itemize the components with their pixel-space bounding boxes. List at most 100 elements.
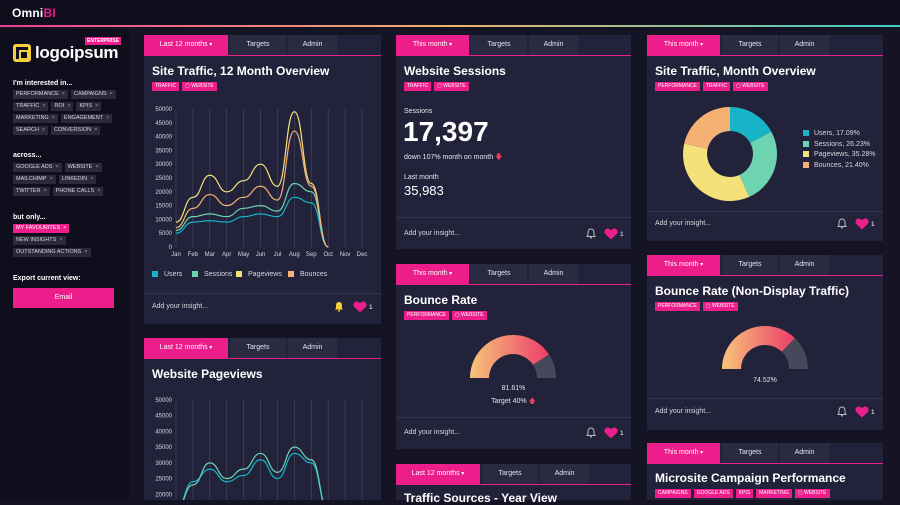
insight-input[interactable]: Add your insight... — [152, 303, 209, 310]
tab-targets[interactable]: Targets — [722, 35, 778, 55]
remove-chip-icon[interactable]: × — [90, 176, 94, 182]
remove-chip-icon[interactable]: × — [67, 103, 71, 109]
tag[interactable]: ▢ WEBSITE — [182, 82, 217, 91]
remove-chip-icon[interactable]: × — [59, 237, 63, 243]
tab-targets[interactable]: Targets — [482, 464, 538, 484]
filter-chip[interactable]: CONVERSION × — [51, 126, 101, 135]
filter-chip[interactable]: WEBSITE × — [64, 163, 102, 172]
legend-item[interactable]: Pageviews, 35.28% — [803, 151, 875, 158]
filter-chip[interactable]: MARKETING × — [13, 114, 58, 123]
remove-chip-icon[interactable]: × — [109, 91, 113, 97]
tab-targets[interactable]: Targets — [471, 35, 527, 55]
heart-icon[interactable] — [604, 228, 618, 240]
tab-admin[interactable]: Admin — [780, 35, 829, 55]
tab-period[interactable]: This month — [396, 35, 469, 55]
heart-icon[interactable] — [855, 406, 869, 418]
filter-chip[interactable]: NEW INSIGHTS × — [13, 236, 66, 245]
filter-chip[interactable]: MAILCHIMP × — [13, 175, 56, 184]
insight-input[interactable]: Add your insight... — [404, 230, 461, 237]
bell-icon[interactable] — [586, 427, 596, 438]
legend-item[interactable]: Users, 17.09% — [803, 130, 860, 137]
filter-chip[interactable]: MY FAVOURITES × — [13, 224, 70, 233]
tab-targets[interactable]: Targets — [722, 255, 778, 275]
filter-chip[interactable]: GOOGLE ADS × — [13, 163, 62, 172]
remove-chip-icon[interactable]: × — [95, 103, 99, 109]
tab-admin[interactable]: Admin — [529, 264, 578, 284]
email-button[interactable]: Email — [13, 288, 114, 308]
tab-period[interactable]: This month — [396, 264, 469, 284]
tab-admin[interactable]: Admin — [288, 35, 337, 55]
tab-period[interactable]: This month — [647, 35, 720, 55]
tag[interactable]: CAMPAIGNS — [655, 489, 691, 498]
filter-chip[interactable]: ROI × — [51, 102, 74, 111]
remove-chip-icon[interactable]: × — [41, 127, 46, 133]
tab-period[interactable]: Last 12 months — [144, 35, 228, 55]
remove-chip-icon[interactable]: × — [49, 176, 53, 182]
tab-admin[interactable]: Admin — [288, 338, 337, 358]
tag[interactable]: ▢ WEBSITE — [794, 489, 830, 498]
tab-targets[interactable]: Targets — [722, 443, 778, 463]
tag[interactable]: TRAFFIC — [404, 82, 432, 91]
tab-period[interactable]: Last 12 months — [144, 338, 228, 358]
legend-item[interactable]: Users — [152, 271, 182, 278]
filter-chip[interactable]: PERFORMANCE × — [13, 90, 68, 99]
tab-targets[interactable]: Targets — [230, 35, 286, 55]
remove-chip-icon[interactable]: × — [97, 188, 101, 194]
remove-chip-icon[interactable]: × — [63, 225, 67, 231]
tag[interactable]: ▢ WEBSITE — [434, 82, 469, 91]
heart-icon[interactable] — [855, 218, 869, 230]
tab-period[interactable]: Last 12 months — [396, 464, 480, 484]
tab-targets[interactable]: Targets — [471, 264, 527, 284]
remove-chip-icon[interactable]: × — [51, 115, 55, 121]
remove-chip-icon[interactable]: × — [106, 115, 110, 121]
filter-chip[interactable]: PHONE CALLS × — [52, 187, 104, 196]
tab-period[interactable]: This month — [647, 443, 720, 463]
tab-admin[interactable]: Admin — [529, 35, 578, 55]
remove-chip-icon[interactable]: × — [95, 164, 99, 170]
tag[interactable]: PERFORMANCE — [655, 302, 700, 311]
heart-icon[interactable] — [604, 427, 618, 439]
filter-chip[interactable]: TWITTER × — [13, 187, 50, 196]
remove-chip-icon[interactable]: × — [94, 127, 98, 133]
insight-input[interactable]: Add your insight... — [404, 429, 461, 436]
remove-chip-icon[interactable]: × — [55, 164, 59, 170]
filter-chip[interactable]: LINKEDIN × — [58, 175, 97, 184]
legend-item[interactable]: Bounces, 21.40% — [803, 161, 869, 169]
legend-item[interactable]: Pageviews — [236, 271, 282, 278]
tag[interactable]: ▢ WEBSITE — [733, 82, 768, 91]
remove-chip-icon[interactable]: × — [84, 249, 88, 255]
remove-chip-icon[interactable]: × — [43, 188, 47, 194]
insight-input[interactable]: Add your insight... — [655, 220, 712, 227]
filter-chip[interactable]: KPIS × — [76, 102, 102, 111]
bell-icon[interactable] — [334, 301, 344, 312]
tab-period[interactable]: This month — [647, 255, 720, 275]
remove-chip-icon[interactable]: × — [42, 103, 46, 109]
bell-icon[interactable] — [837, 406, 847, 417]
tag[interactable]: PERFORMANCE — [655, 82, 700, 91]
tag[interactable]: TRAFFIC — [702, 82, 731, 91]
filter-chip[interactable]: OUTSTANDING ACTIONS × — [13, 248, 91, 257]
legend-item[interactable]: Sessions, 26.23% — [803, 140, 870, 148]
tag[interactable]: ▢ WEBSITE — [451, 311, 487, 320]
tag[interactable]: PERFORMANCE — [404, 311, 449, 320]
tag[interactable]: GOOGLE ADS — [693, 489, 733, 498]
tag[interactable]: ▢ WEBSITE — [702, 302, 738, 311]
filter-chip[interactable]: SEARCH × — [13, 126, 49, 135]
filter-chip[interactable]: CAMPAIGNS × — [71, 90, 116, 99]
tag[interactable]: MARKETING — [756, 489, 792, 498]
tag[interactable]: KPIS — [735, 489, 754, 498]
filter-chip[interactable]: ENGAGEMENT × — [60, 114, 113, 123]
bell-icon[interactable] — [586, 228, 596, 239]
legend-item[interactable]: Bounces — [288, 271, 327, 278]
tab-admin[interactable]: Admin — [780, 443, 829, 463]
heart-icon[interactable] — [353, 301, 367, 313]
tab-targets[interactable]: Targets — [230, 338, 286, 358]
legend-item[interactable]: Sessions — [192, 271, 232, 278]
bell-icon[interactable] — [837, 218, 847, 229]
tab-admin[interactable]: Admin — [540, 464, 589, 484]
insight-input[interactable]: Add your insight... — [655, 408, 712, 415]
tag[interactable]: TRAFFIC — [152, 82, 180, 91]
filter-chip[interactable]: TRAFFIC × — [13, 102, 49, 111]
tab-admin[interactable]: Admin — [780, 255, 829, 275]
remove-chip-icon[interactable]: × — [61, 91, 65, 97]
